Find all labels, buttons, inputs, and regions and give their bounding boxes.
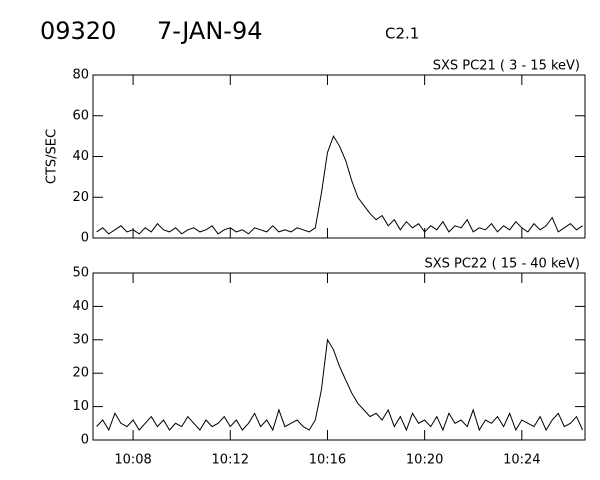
y-tick-label: 0 bbox=[81, 231, 89, 246]
x-tick-label: 10:20 bbox=[406, 453, 443, 468]
x-tick-label: 10:08 bbox=[114, 453, 151, 468]
count-rate-line bbox=[96, 338, 584, 432]
y-tick-label: 20 bbox=[72, 366, 89, 381]
y-tick-label: 50 bbox=[72, 266, 89, 281]
y-tick-label: 80 bbox=[72, 68, 89, 83]
panel-title: SXS PC22 ( 15 - 40 keV) bbox=[424, 257, 580, 272]
plot-frame bbox=[92, 74, 586, 239]
y-tick-label: 30 bbox=[72, 332, 89, 347]
x-tick-label: 10:12 bbox=[212, 453, 249, 468]
count-rate-line bbox=[96, 134, 583, 235]
event-date: 7-JAN-94 bbox=[157, 17, 263, 45]
y-tick-label: 60 bbox=[72, 108, 89, 123]
panel-title: SXS PC21 ( 3 - 15 keV) bbox=[433, 59, 580, 74]
flare-class: C2.1 bbox=[385, 25, 419, 43]
event-id: 09320 bbox=[40, 17, 116, 45]
x-tick-label: 10:16 bbox=[309, 453, 346, 468]
y-tick-label: 0 bbox=[81, 433, 89, 448]
y-axis-label: CTS/SEC bbox=[45, 129, 60, 184]
x-tick-label: 10:24 bbox=[503, 453, 540, 468]
y-tick-label: 20 bbox=[72, 190, 89, 205]
plot-frame bbox=[92, 272, 586, 441]
y-tick-label: 40 bbox=[72, 149, 89, 164]
y-tick-label: 40 bbox=[72, 299, 89, 314]
y-tick-label: 10 bbox=[72, 399, 89, 414]
